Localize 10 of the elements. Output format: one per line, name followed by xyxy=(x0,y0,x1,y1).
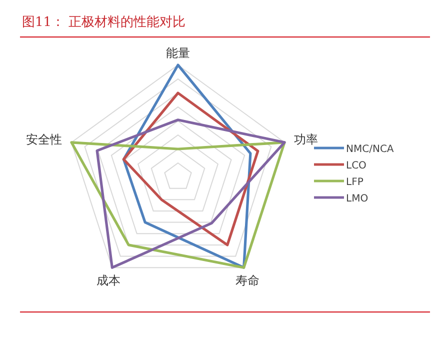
legend-label: LFP xyxy=(346,177,364,188)
spoke-label: 成本 xyxy=(96,274,121,288)
spoke-label: 寿命 xyxy=(235,274,260,288)
legend-label: LMO xyxy=(346,194,368,204)
legend-label: LCO xyxy=(346,160,367,172)
chart-title: 图11： 正极材料的性能对比 xyxy=(22,15,186,30)
legend-label: NMC/NCA xyxy=(346,144,394,155)
spoke-label: 功率 xyxy=(294,132,318,146)
spoke-label: 安全性 xyxy=(26,132,62,146)
spoke-label: 能量 xyxy=(166,46,190,60)
